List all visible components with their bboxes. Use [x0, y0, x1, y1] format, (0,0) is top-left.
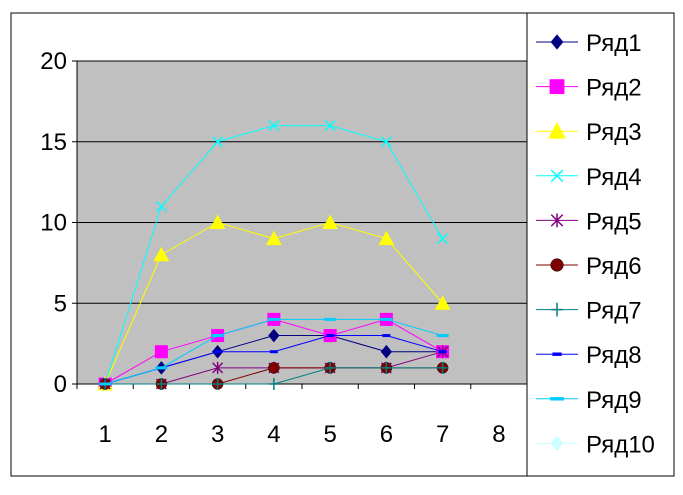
x-tick-label: 3 [211, 421, 224, 448]
data-point [381, 361, 392, 374]
data-point [324, 317, 337, 321]
data-point [268, 328, 280, 343]
data-point [266, 230, 282, 246]
data-point [267, 317, 280, 321]
data-point [322, 214, 338, 229]
legend-marker [550, 169, 564, 183]
legend-label: Ряд2 [586, 75, 642, 102]
legend-marker [550, 258, 564, 272]
legend-entry: Ряд10 [536, 431, 655, 458]
legend-entry: Ряд4 [536, 164, 642, 191]
data-point [212, 378, 223, 390]
legend-marker [550, 213, 564, 228]
series-lines [97, 120, 451, 391]
data-point [212, 361, 224, 374]
x-tick-label: 6 [380, 421, 393, 448]
legend-marker [551, 302, 563, 317]
data-point [99, 382, 112, 386]
data-point [325, 361, 336, 374]
legend-entry: Ряд9 [536, 387, 642, 414]
legend-marker [549, 79, 565, 94]
legend-marker [550, 34, 564, 50]
legend-entry: Ряд2 [536, 75, 642, 102]
legend-marker [548, 122, 566, 139]
data-point [380, 136, 392, 148]
series-9 [99, 317, 449, 386]
data-point [380, 317, 393, 321]
data-point [155, 200, 167, 212]
legend-entry: Ряд3 [536, 119, 642, 146]
legend-entry: Ряд6 [536, 253, 642, 280]
y-tick-label: 15 [40, 129, 67, 156]
data-point [213, 350, 222, 354]
data-point [269, 350, 278, 354]
data-point [209, 214, 226, 229]
legend-entry: Ряд8 [536, 342, 642, 369]
axes: 0 5 10 15 20 1 2 3 4 5 6 7 8 [40, 48, 528, 448]
legend-entry: Ряд7 [536, 298, 642, 325]
y-tick-label: 10 [40, 210, 67, 237]
x-tick-label: 7 [436, 421, 449, 448]
data-point [156, 378, 167, 390]
legend-label: Ряд3 [586, 119, 642, 146]
data-point [378, 230, 395, 246]
y-tick-label: 5 [54, 290, 67, 317]
data-point [212, 136, 224, 148]
x-tick-label: 5 [323, 421, 336, 448]
data-point [155, 366, 168, 370]
legend: Ряд1 Ряд2 Ряд3 Ряд4 Ряд5 Ряд6 Ряд7 Ряд8 Ряд9 Ряд1… [526, 12, 675, 477]
y-tick-label: 0 [54, 371, 67, 398]
data-point [434, 295, 451, 310]
data-point [154, 345, 168, 359]
data-point [380, 344, 393, 359]
data-point [437, 361, 448, 374]
legend-label: Ряд7 [586, 298, 642, 325]
y-tick-label: 20 [40, 48, 67, 75]
data-point [326, 334, 335, 338]
data-point [268, 362, 280, 374]
legend-marker [552, 352, 562, 356]
data-point [436, 334, 449, 338]
data-point [382, 334, 391, 338]
x-tick-label: 4 [267, 421, 280, 448]
legend-label: Ряд6 [586, 253, 642, 280]
legend-label: Ряд5 [586, 208, 642, 235]
legend-marker [550, 435, 564, 452]
data-point [153, 246, 170, 262]
x-tick-label: 2 [155, 421, 168, 448]
legend-label: Ряд1 [586, 30, 642, 57]
x-tick-label: 8 [492, 421, 505, 448]
legend-label: Ряд4 [586, 164, 642, 191]
data-point [324, 120, 336, 132]
x-tick-label: 1 [98, 421, 111, 448]
data-point [268, 120, 280, 132]
data-point [211, 334, 224, 338]
legend-label: Ряд10 [586, 431, 655, 458]
legend-entry: Ряд1 [536, 30, 642, 57]
series-7 [100, 361, 448, 390]
series-3 [97, 214, 451, 391]
gridlines [77, 60, 527, 304]
data-point [437, 233, 449, 245]
legend-label: Ряд8 [586, 342, 642, 369]
data-point [438, 350, 447, 354]
legend-label: Ряд9 [586, 387, 642, 414]
legend-entry: Ряд5 [536, 208, 642, 235]
data-point [268, 378, 279, 390]
legend-marker [550, 397, 564, 401]
